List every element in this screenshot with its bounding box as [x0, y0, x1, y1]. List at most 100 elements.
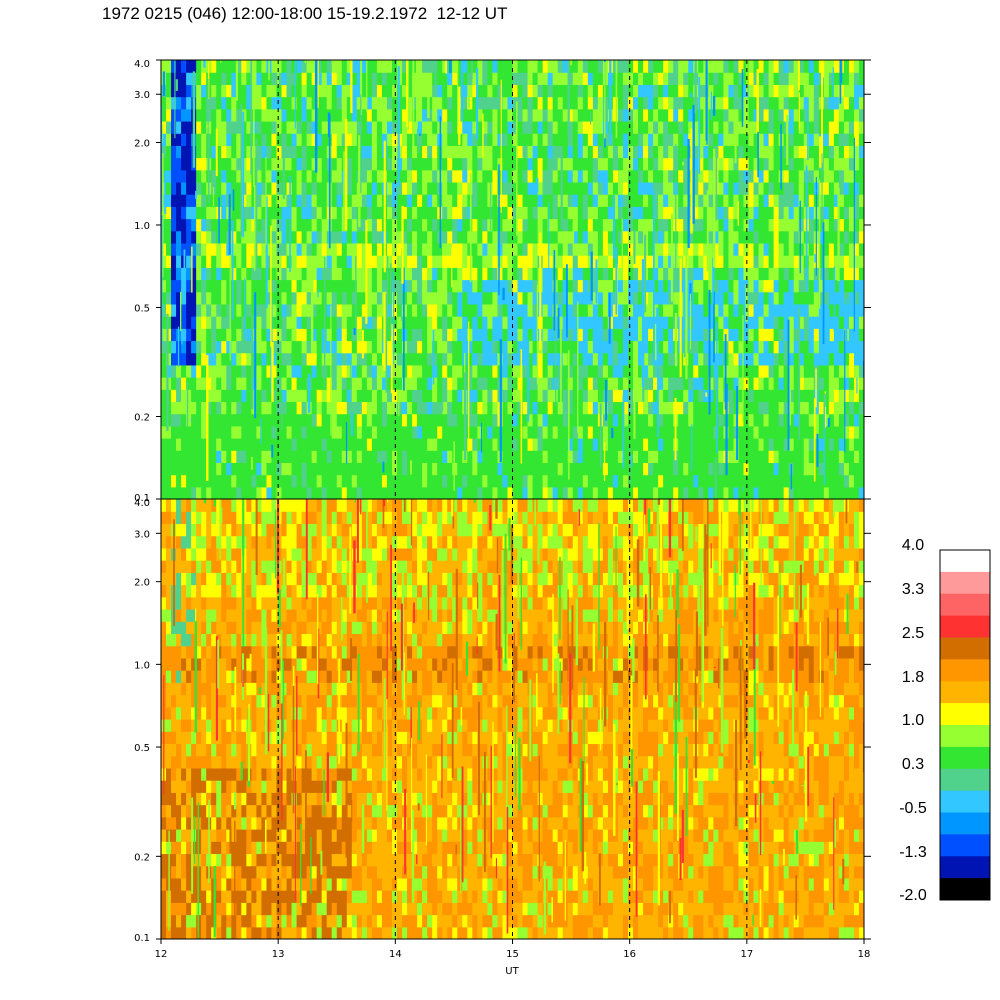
heatmap-cell [477, 316, 483, 329]
heatmap-cell [351, 133, 358, 146]
heatmap-cell [723, 474, 730, 488]
heatmap-cell [527, 120, 534, 134]
heatmap-cell [838, 364, 845, 378]
heatmap-cell [823, 474, 830, 488]
heatmap-cell [527, 72, 534, 85]
heatmap-cell [768, 108, 775, 122]
heatmap-cell [838, 291, 845, 305]
heatmap-cell [758, 450, 765, 464]
heatmap-cell [557, 181, 564, 195]
heatmap-cell [231, 120, 237, 134]
heatmap-cell [833, 486, 840, 499]
heatmap-cell [462, 291, 468, 305]
heatmap-cell [407, 413, 413, 427]
heatmap-cell [397, 96, 403, 110]
heatmap-cell [793, 145, 800, 159]
heatmap-cell [472, 474, 478, 488]
heatmap-cell [823, 230, 830, 244]
heatmap-cell [331, 474, 338, 488]
heatmap-cell [201, 413, 207, 427]
heatmap-cell [728, 255, 735, 268]
heatmap-cell [703, 303, 709, 317]
heatmap-cell [417, 291, 423, 305]
heatmap-cell [728, 438, 735, 451]
heatmap-cell [171, 242, 177, 256]
heatmap-cell [256, 218, 263, 232]
heatmap-cell [567, 108, 574, 122]
heatmap-cell [783, 291, 790, 305]
heatmap-cell [291, 230, 298, 244]
heatmap-cell [663, 389, 669, 403]
heatmap-cell [356, 60, 363, 73]
heatmap-cell [633, 108, 639, 122]
heatmap-cell [296, 340, 303, 354]
heatmap-cell [266, 486, 273, 499]
heatmap-cell [326, 352, 333, 366]
heatmap-cell [381, 486, 388, 499]
heatmap-cell [226, 181, 232, 195]
heatmap-cell [537, 60, 544, 73]
heatmap-cell [206, 462, 212, 476]
heatmap-cell [572, 328, 579, 342]
heatmap-cell [808, 230, 815, 244]
heatmap-cell [336, 316, 343, 329]
heatmap-cell [371, 450, 378, 464]
heatmap-cell [522, 474, 529, 488]
heatmap-cell [221, 316, 227, 329]
heatmap-cell [643, 120, 649, 134]
heatmap-cell [376, 133, 383, 146]
heatmap-cell [366, 352, 373, 366]
heatmap-cell [316, 218, 323, 232]
heatmap-cell [331, 425, 338, 439]
heatmap-cell [793, 181, 800, 195]
heatmap-cell [316, 181, 323, 195]
heatmap-cell [838, 157, 845, 171]
heatmap-cell [442, 352, 448, 366]
heatmap-cell [391, 486, 398, 499]
heatmap-cell [311, 157, 318, 171]
heatmap-cell [371, 364, 378, 378]
heatmap-cell [708, 169, 714, 183]
heatmap-cell [331, 316, 338, 329]
heatmap-cell [668, 340, 674, 354]
heatmap-cell [397, 291, 403, 305]
heatmap-cell [688, 425, 694, 439]
heatmap-cell [698, 389, 704, 403]
heatmap-cell [668, 474, 674, 488]
heatmap-cell [828, 377, 835, 390]
heatmap-cell [507, 255, 514, 268]
heatmap-cell [291, 169, 298, 183]
heatmap-cell [708, 328, 714, 342]
heatmap-cell [286, 108, 293, 122]
heatmap-cell [738, 230, 745, 244]
heatmap-cell [457, 438, 463, 451]
heatmap-cell [718, 242, 724, 256]
heatmap-cell [617, 181, 624, 195]
heatmap-cell [266, 352, 273, 366]
heatmap-cell [562, 267, 569, 281]
heatmap-cell [482, 108, 488, 122]
heatmap-cell [391, 72, 398, 85]
heatmap-cell [713, 120, 719, 134]
heatmap-cell [487, 364, 494, 378]
heatmap-cell [638, 303, 644, 317]
heatmap-cell [427, 218, 433, 232]
heatmap-cell [567, 60, 574, 73]
heatmap-cell [241, 169, 247, 183]
heatmap-cell [191, 401, 197, 415]
heatmap-cell [386, 328, 393, 342]
heatmap-cell [497, 157, 504, 171]
heatmap-cell [462, 206, 468, 220]
heatmap-cell [306, 364, 313, 378]
heatmap-cell [276, 230, 283, 244]
heatmap-cell [482, 157, 488, 171]
heatmap-cell [793, 377, 800, 390]
heatmap-cell [808, 108, 815, 122]
heatmap-cell [512, 474, 519, 488]
heatmap-cell [828, 206, 835, 220]
heatmap-cell [497, 108, 504, 122]
heatmap-cell [653, 364, 659, 378]
heatmap-cell [487, 303, 494, 317]
heatmap-cell [246, 157, 252, 171]
heatmap-cell [211, 157, 217, 171]
